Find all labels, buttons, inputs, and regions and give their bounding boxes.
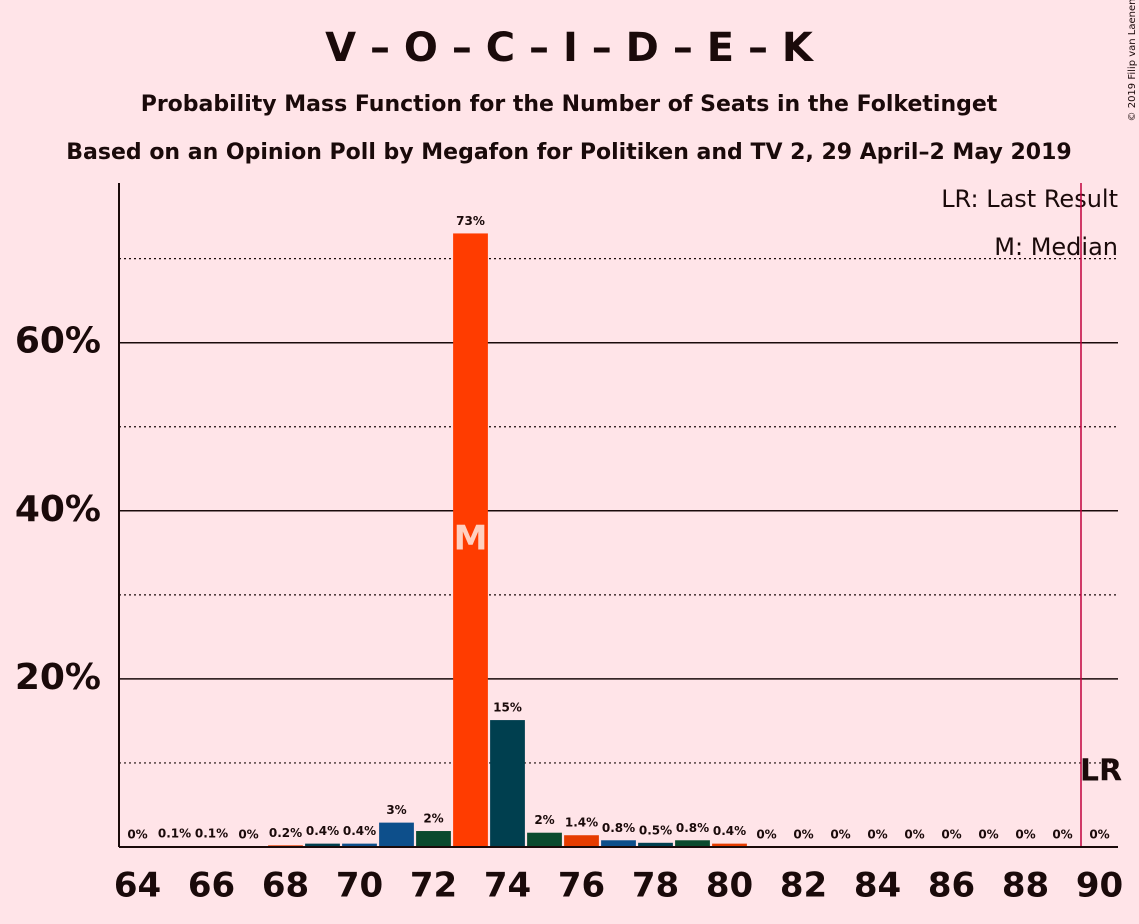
chart-title: V – O – C – I – D – E – K <box>325 25 815 71</box>
x-tick-label: 72 <box>410 866 457 906</box>
value-label: 0% <box>127 828 147 842</box>
value-label: 0.8% <box>602 821 635 835</box>
x-tick-label: 90 <box>1076 866 1123 906</box>
legend-entry: LR: Last Result <box>941 185 1118 213</box>
bar <box>416 831 451 847</box>
x-tick-label: 86 <box>928 866 975 906</box>
value-label: 0% <box>830 828 850 842</box>
value-label: 0% <box>238 828 258 842</box>
bar <box>638 842 673 847</box>
x-tick-label: 84 <box>854 866 901 906</box>
chart-subtitle: Based on an Opinion Poll by Megafon for … <box>66 140 1071 165</box>
x-tick-label: 68 <box>262 866 309 906</box>
value-label: 0.8% <box>676 821 709 835</box>
x-tick-label: 70 <box>336 866 383 906</box>
value-label: 0% <box>978 828 998 842</box>
value-label: 0.4% <box>713 824 746 838</box>
y-tick-label: 60% <box>15 321 101 362</box>
y-tick-label: 40% <box>15 489 101 530</box>
value-label: 73% <box>456 214 485 228</box>
last-result-label: LR <box>1080 754 1122 789</box>
bar <box>453 233 488 848</box>
bar <box>601 840 636 847</box>
x-tick-label: 66 <box>188 866 235 906</box>
bar <box>342 843 377 847</box>
bar <box>305 843 340 847</box>
x-tick-label: 80 <box>706 866 753 906</box>
copyright: © 2019 Filip van Laenen <box>1127 0 1138 121</box>
bar <box>675 840 710 847</box>
value-label: 15% <box>493 701 522 715</box>
value-label: 2% <box>423 812 443 826</box>
value-label: 0% <box>756 828 776 842</box>
x-tick-label: 74 <box>484 866 531 906</box>
bar <box>490 720 525 847</box>
bar <box>712 843 747 847</box>
value-label: 0.4% <box>306 824 339 838</box>
value-label: 0% <box>904 828 924 842</box>
value-label: 0.1% <box>195 827 228 841</box>
bar <box>379 822 414 847</box>
bar <box>564 835 599 847</box>
value-label: 2% <box>534 813 554 827</box>
legend-entry: M: Median <box>994 233 1118 261</box>
chart-subtitle: Probability Mass Function for the Number… <box>141 92 998 117</box>
x-tick-label: 76 <box>558 866 605 906</box>
x-tick-label: 64 <box>114 866 161 906</box>
value-label: 0.1% <box>158 827 191 841</box>
y-tick-label: 20% <box>15 657 101 698</box>
value-label: 0% <box>867 828 887 842</box>
value-label: 0% <box>1089 828 1109 842</box>
x-tick-label: 78 <box>632 866 679 906</box>
bar <box>527 832 562 847</box>
median-marker: M <box>454 519 488 559</box>
value-label: 1.4% <box>565 816 598 830</box>
x-tick-label: 88 <box>1002 866 1049 906</box>
value-label: 0.5% <box>639 823 672 837</box>
x-tick-label: 82 <box>780 866 827 906</box>
value-label: 0% <box>941 828 961 842</box>
value-label: 0% <box>1015 828 1035 842</box>
value-label: 0% <box>1052 828 1072 842</box>
value-label: 0.4% <box>343 824 376 838</box>
value-label: 0.2% <box>269 826 302 840</box>
value-label: 0% <box>793 828 813 842</box>
value-label: 3% <box>386 803 406 817</box>
